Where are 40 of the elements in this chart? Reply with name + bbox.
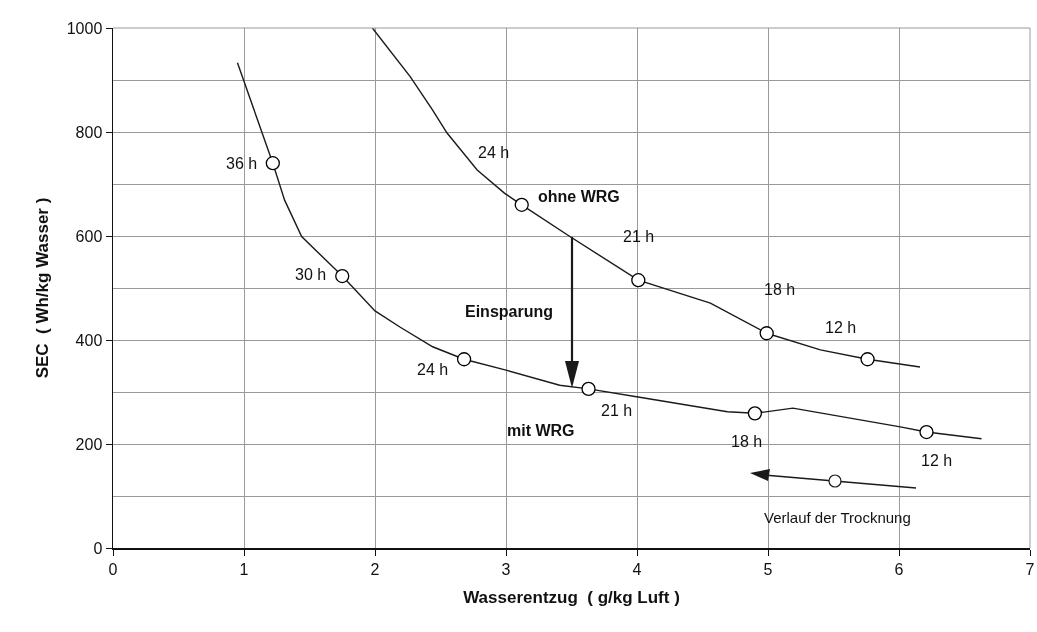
- series-label: ohne WRG: [538, 188, 620, 205]
- y-tick-label: 1000: [66, 19, 103, 37]
- point: [860, 352, 875, 367]
- point: [581, 381, 596, 397]
- x-tick-label: 7: [1025, 560, 1035, 578]
- point: [747, 406, 763, 421]
- annotation: 18 h: [731, 433, 763, 450]
- annotation: 12 h: [921, 452, 953, 469]
- annotation: 18 h: [764, 281, 796, 298]
- annotation: 21 h: [601, 402, 633, 419]
- x-axis-title: Wasserentzug ( g/kg Luft ): [463, 587, 680, 607]
- y-axis-title: SEC ( Wh/kg Wasser ): [32, 197, 52, 379]
- text: mit WRG: [507, 422, 575, 439]
- annotation: 24 h: [417, 361, 449, 378]
- x-tick-label: 2: [370, 560, 380, 578]
- point: [759, 326, 774, 341]
- annotation: 12 h: [825, 319, 857, 336]
- annotation: 24 h: [478, 144, 510, 161]
- point: [456, 352, 472, 367]
- x-tick-label: 5: [763, 560, 773, 578]
- annotation: 36 h: [226, 155, 258, 172]
- point: [631, 273, 646, 288]
- x-tick-label: 3: [501, 560, 511, 578]
- annotation: 21 h: [623, 228, 655, 245]
- x-tick-label: 6: [894, 560, 904, 578]
- point: [335, 268, 350, 284]
- annotation: 30 h: [295, 266, 327, 283]
- y-tick-label: 800: [75, 123, 103, 141]
- y-tick-label: 600: [75, 227, 103, 245]
- annotation: Einsparung: [465, 303, 554, 320]
- x-tick-label: 4: [632, 560, 642, 578]
- point: [265, 156, 280, 171]
- y-tick-label: 400: [75, 331, 103, 349]
- y-tick-label: 0: [93, 539, 103, 557]
- point: [514, 197, 529, 212]
- annotation: Verlauf der Trocknung: [764, 509, 911, 526]
- y-tick-label: 200: [75, 435, 103, 453]
- point: [919, 424, 934, 440]
- x-tick-label: 0: [108, 560, 118, 578]
- x-tick-label: 1: [239, 560, 249, 578]
